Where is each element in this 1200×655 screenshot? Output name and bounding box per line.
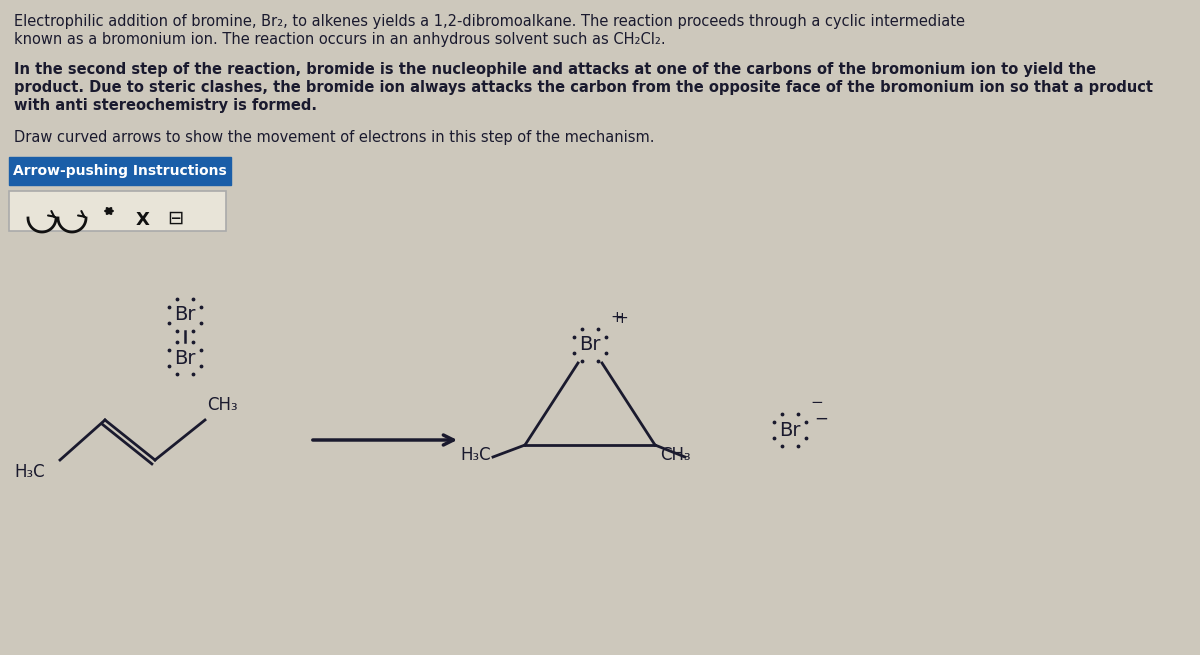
Text: Br: Br [779, 421, 800, 440]
Text: with anti stereochemistry is formed.: with anti stereochemistry is formed. [14, 98, 317, 113]
Text: Arrow-pushing Instructions: Arrow-pushing Instructions [13, 164, 227, 178]
Text: −: − [814, 410, 828, 428]
Text: In the second step of the reaction, bromide is the nucleophile and attacks at on: In the second step of the reaction, brom… [14, 62, 1096, 77]
Text: Br: Br [174, 305, 196, 324]
Text: H₃C: H₃C [460, 446, 491, 464]
Text: X: X [136, 211, 150, 229]
Text: product. Due to steric clashes, the bromide ion always attacks the carbon from t: product. Due to steric clashes, the brom… [14, 80, 1153, 95]
FancyBboxPatch shape [10, 191, 226, 231]
Text: +: + [616, 311, 628, 326]
Text: +: + [610, 310, 623, 325]
Text: Draw curved arrows to show the movement of electrons in this step of the mechani: Draw curved arrows to show the movement … [14, 130, 654, 145]
Text: Br: Br [174, 348, 196, 367]
FancyBboxPatch shape [10, 157, 230, 185]
Text: Electrophilic addition of bromine, Br₂, to alkenes yields a 1,2-dibromoalkane. T: Electrophilic addition of bromine, Br₂, … [14, 14, 965, 29]
Text: known as a bromonium ion. The reaction occurs in an anhydrous solvent such as CH: known as a bromonium ion. The reaction o… [14, 32, 666, 47]
Text: CH₃: CH₃ [208, 396, 238, 414]
Text: Br: Br [580, 335, 601, 354]
Text: CH₃: CH₃ [660, 446, 691, 464]
Text: −: − [810, 395, 823, 410]
Text: ⊟: ⊟ [167, 209, 184, 228]
Text: H₃C: H₃C [14, 463, 44, 481]
